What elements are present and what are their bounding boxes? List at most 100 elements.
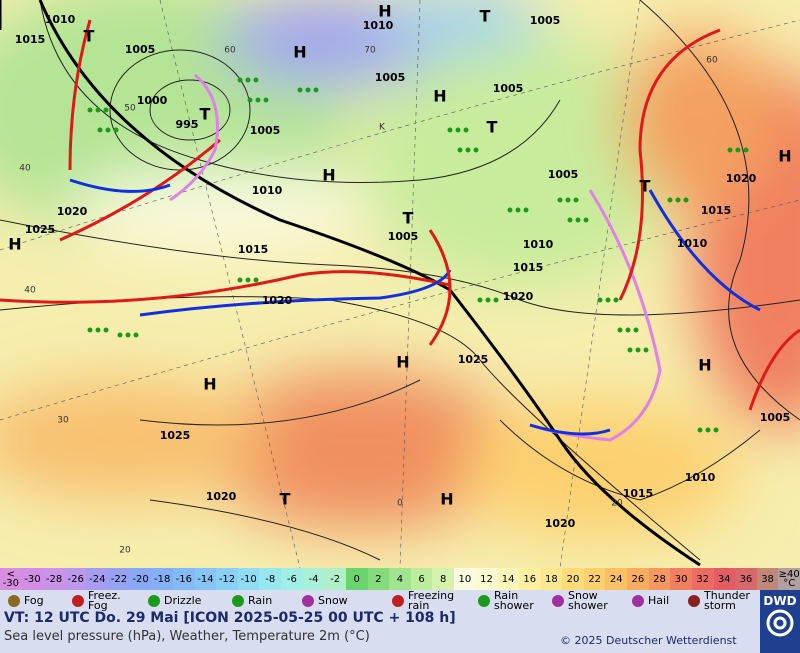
isotherm-label: 40 <box>24 286 36 296</box>
logo-text: DWD <box>763 594 797 608</box>
pressure-label: 1005 <box>388 230 419 243</box>
weather-symbol <box>667 197 673 203</box>
weather-icon <box>72 595 84 607</box>
color-scale-cell: -6 <box>281 568 303 590</box>
weather-label: Rain shower <box>494 589 534 612</box>
pressure-center: H <box>698 356 711 375</box>
color-scale-cell: -8 <box>259 568 282 590</box>
weather-symbol <box>697 427 703 433</box>
weather-icon <box>392 595 404 607</box>
weather-icon <box>8 595 20 607</box>
pressure-label: 1015 <box>513 261 544 274</box>
weather-symbol <box>573 197 579 203</box>
color-scale-cell: -14 <box>194 568 217 590</box>
pressure-label: 1005 <box>375 71 406 84</box>
weather-icon <box>632 595 644 607</box>
weather-symbol <box>735 147 741 153</box>
color-scale-cell: 0 <box>345 568 368 590</box>
weather-symbol <box>675 197 681 203</box>
weather-label: Snow shower <box>568 589 608 612</box>
pressure-label: 1010 <box>677 237 708 250</box>
weather-symbol <box>575 217 581 223</box>
isotherm-label: 60 <box>706 56 718 66</box>
description: Sea level pressure (hPa), Weather, Tempe… <box>4 629 370 644</box>
color-scale-cell: -26 <box>64 568 87 590</box>
pressure-label: 1005 <box>125 43 156 56</box>
pressure-label: 1025 <box>25 223 56 236</box>
pressure-center: T <box>84 27 95 46</box>
weather-label: Freez. Fog <box>88 589 121 612</box>
pressure-label: 1020 <box>545 517 576 530</box>
weather-icon <box>232 595 244 607</box>
logo-icon <box>766 609 794 637</box>
pressure-center: H <box>778 147 791 166</box>
weather-label: Freezing rain <box>408 589 455 612</box>
weather-legend-item: Fog <box>8 590 44 612</box>
temperature-field <box>0 0 800 540</box>
weather-symbol <box>597 297 603 303</box>
pressure-label: 1015 <box>15 33 46 46</box>
color-scale-cell: 8 <box>432 568 455 590</box>
weather-symbol <box>97 127 103 133</box>
color-scale-cell: 36 <box>735 568 757 590</box>
pressure-label: 1020 <box>503 290 534 303</box>
weather-symbol <box>473 147 479 153</box>
weather-symbol <box>633 327 639 333</box>
pressure-center: T <box>480 7 491 26</box>
pressure-label: 1020 <box>726 172 757 185</box>
color-scale-cell: -18 <box>151 568 173 590</box>
weather-legend-item: Hail <box>632 590 669 612</box>
isotherm-label: 0 <box>397 499 403 509</box>
weather-symbol <box>643 347 649 353</box>
pressure-label: 1020 <box>262 294 293 307</box>
color-scale-cell: -2 <box>324 568 346 590</box>
pressure-label: 1015 <box>701 204 732 217</box>
weather-symbol <box>253 77 259 83</box>
isotherm-label: 60 <box>224 46 236 56</box>
color-scale-cell: 12 <box>475 568 498 590</box>
color-scale-cell: 26 <box>627 568 649 590</box>
logo: DWD <box>760 590 800 653</box>
color-scale-cell: 30 <box>670 568 692 590</box>
weather-legend-item: Rain <box>232 590 272 612</box>
weather-symbol <box>727 147 733 153</box>
pressure-center: H <box>378 2 391 21</box>
color-scale-cell: 34 <box>713 568 736 590</box>
pressure-label: 1025 <box>160 429 191 442</box>
pressure-center: H <box>8 235 21 254</box>
weather-symbol <box>103 107 109 113</box>
weather-legend-item: Rain shower <box>478 590 534 612</box>
weather-symbol <box>705 427 711 433</box>
weather-symbol <box>237 77 243 83</box>
pressure-center: H <box>203 375 216 394</box>
weather-symbol <box>557 197 563 203</box>
weather-symbol <box>523 207 529 213</box>
color-scale-cell: 14 <box>497 568 519 590</box>
weather-label: Fog <box>24 594 44 607</box>
pressure-center: T <box>403 209 414 228</box>
weather-symbol <box>133 332 139 338</box>
weather-legend-item: Freez. Fog <box>72 590 121 612</box>
weather-symbol <box>713 427 719 433</box>
weather-symbol <box>113 127 119 133</box>
color-scale-cell: -16 <box>172 568 195 590</box>
pressure-label: 1005 <box>760 411 791 424</box>
color-scale-cell: -10 <box>237 568 260 590</box>
color-scale-cell: 22 <box>583 568 606 590</box>
weather-symbol <box>605 297 611 303</box>
weather-icon <box>552 595 564 607</box>
weather-symbol <box>683 197 689 203</box>
pressure-label: 1020 <box>57 205 88 218</box>
pressure-center: T <box>487 118 498 137</box>
weather-symbol <box>237 277 243 283</box>
pressure-center: T <box>640 177 651 196</box>
pressure-center: H <box>396 353 409 372</box>
pressure-label: 1005 <box>530 14 561 27</box>
weather-icon <box>478 595 490 607</box>
color-scale-cell: 20 <box>562 568 584 590</box>
pressure-label: 995 <box>176 118 199 131</box>
isotherm-label: 50 <box>124 104 136 114</box>
weather-symbol <box>103 327 109 333</box>
color-scale-cell: -12 <box>216 568 238 590</box>
